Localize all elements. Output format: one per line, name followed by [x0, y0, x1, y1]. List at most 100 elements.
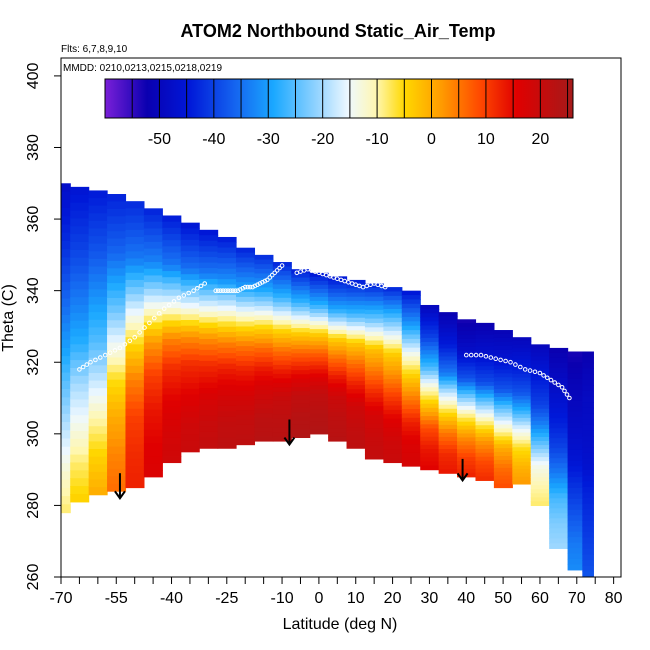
heatmap-cell — [61, 240, 71, 250]
heatmap-cell — [401, 330, 421, 336]
heatmap-cell — [272, 266, 292, 272]
heatmap-cell — [512, 476, 532, 481]
heatmap-cell — [582, 475, 594, 482]
heatmap-cell — [107, 372, 127, 381]
heatmap-cell — [438, 465, 458, 470]
flight-point — [127, 338, 133, 344]
heatmap-cell — [438, 328, 458, 333]
heatmap-cell — [107, 379, 127, 388]
heatmap-cell — [180, 325, 200, 333]
heatmap-cell — [107, 401, 127, 410]
heatmap-cell — [309, 377, 329, 383]
heatmap-cell — [199, 317, 219, 324]
heatmap-cell — [512, 395, 532, 401]
heatmap-cell — [272, 324, 292, 330]
heatmap-cell — [457, 417, 477, 423]
colorbar-tick-label: 10 — [477, 131, 495, 148]
heatmap-cell — [512, 381, 532, 386]
heatmap-cell — [328, 403, 348, 409]
heatmap-cell — [383, 427, 403, 433]
heatmap-cell — [457, 382, 477, 387]
heatmap-cell — [582, 526, 594, 533]
flight-point — [186, 290, 191, 296]
heatmap-cell — [438, 340, 458, 345]
heatmap-cell — [61, 389, 71, 398]
heatmap-cell — [125, 229, 145, 238]
heatmap-cell — [272, 320, 292, 326]
heatmap-cell — [582, 402, 594, 409]
heatmap-cell — [493, 416, 513, 422]
heatmap-cell — [254, 394, 274, 400]
flight-point — [478, 352, 484, 358]
heatmap-cell — [217, 342, 237, 349]
flight-point — [156, 311, 162, 316]
heatmap-cell — [549, 498, 569, 504]
heatmap-cell — [162, 258, 182, 266]
heatmap-cell — [328, 350, 348, 356]
heatmap-cell — [582, 441, 594, 448]
heatmap-cell — [107, 342, 127, 351]
x-tick-label: -70 — [49, 590, 72, 607]
heatmap-cell — [107, 335, 127, 344]
heatmap-cell — [512, 355, 532, 360]
heatmap-cell — [291, 395, 311, 401]
heatmap-cell — [364, 393, 384, 399]
heatmap-cell — [236, 321, 256, 328]
x-tick-label: 80 — [605, 590, 623, 607]
heatmap-cell — [125, 236, 145, 245]
heatmap-cell — [254, 399, 274, 405]
heatmap-cell — [493, 330, 513, 335]
heatmap-cell — [107, 238, 127, 247]
heatmap-cell — [291, 281, 311, 287]
heatmap-cell — [512, 461, 532, 467]
heatmap-cell — [582, 413, 594, 420]
heatmap-cell — [328, 338, 348, 343]
heatmap-cell — [475, 401, 495, 407]
heatmap-cell — [346, 418, 366, 424]
heatmap-cell — [457, 346, 477, 352]
heatmap-cell — [438, 457, 458, 462]
heatmap-cell — [549, 538, 569, 544]
flight-point — [233, 288, 238, 294]
heatmap-cell — [309, 389, 329, 395]
temperature-surface — [61, 183, 594, 577]
heatmap-cell — [107, 231, 127, 240]
heatmap-cell — [199, 377, 219, 384]
heatmap-cell — [493, 479, 513, 485]
heatmap-cell — [61, 380, 71, 390]
heatmap-cell — [364, 406, 384, 412]
heatmap-cell — [236, 355, 256, 362]
heatmap-cell — [567, 564, 583, 571]
heatmap-cell — [364, 349, 384, 355]
heatmap-cell — [383, 326, 403, 332]
heatmap-cell — [401, 417, 421, 423]
heatmap-cell — [107, 431, 127, 440]
heatmap-cell — [61, 430, 71, 440]
heatmap-cell — [125, 408, 145, 417]
flight-point — [191, 288, 196, 294]
heatmap-cell — [217, 358, 237, 365]
flight-point — [503, 358, 508, 364]
heatmap-cell — [457, 433, 477, 439]
heatmap-cell — [364, 450, 384, 456]
heatmap-cell — [567, 509, 583, 516]
heatmap-cell — [420, 325, 440, 331]
heatmap-cell — [125, 415, 145, 424]
heatmap-cell — [180, 383, 200, 390]
heatmap-cell — [346, 385, 366, 390]
heatmap-cell — [254, 366, 274, 372]
heatmap-cell — [61, 207, 71, 217]
heatmap-cell — [272, 342, 292, 348]
heatmap-cell — [88, 289, 108, 298]
heatmap-cell — [254, 259, 274, 265]
heatmap-cell — [70, 186, 90, 196]
heatmap-cell — [530, 412, 550, 418]
heatmap-cell — [236, 365, 256, 372]
heatmap-cell — [493, 337, 513, 343]
flight-point — [195, 286, 200, 291]
heatmap-cell — [493, 341, 513, 347]
heatmap-cell — [420, 383, 440, 388]
heatmap-cell — [383, 392, 403, 398]
heatmap-cell — [582, 560, 594, 567]
heatmap-cell — [125, 308, 145, 317]
